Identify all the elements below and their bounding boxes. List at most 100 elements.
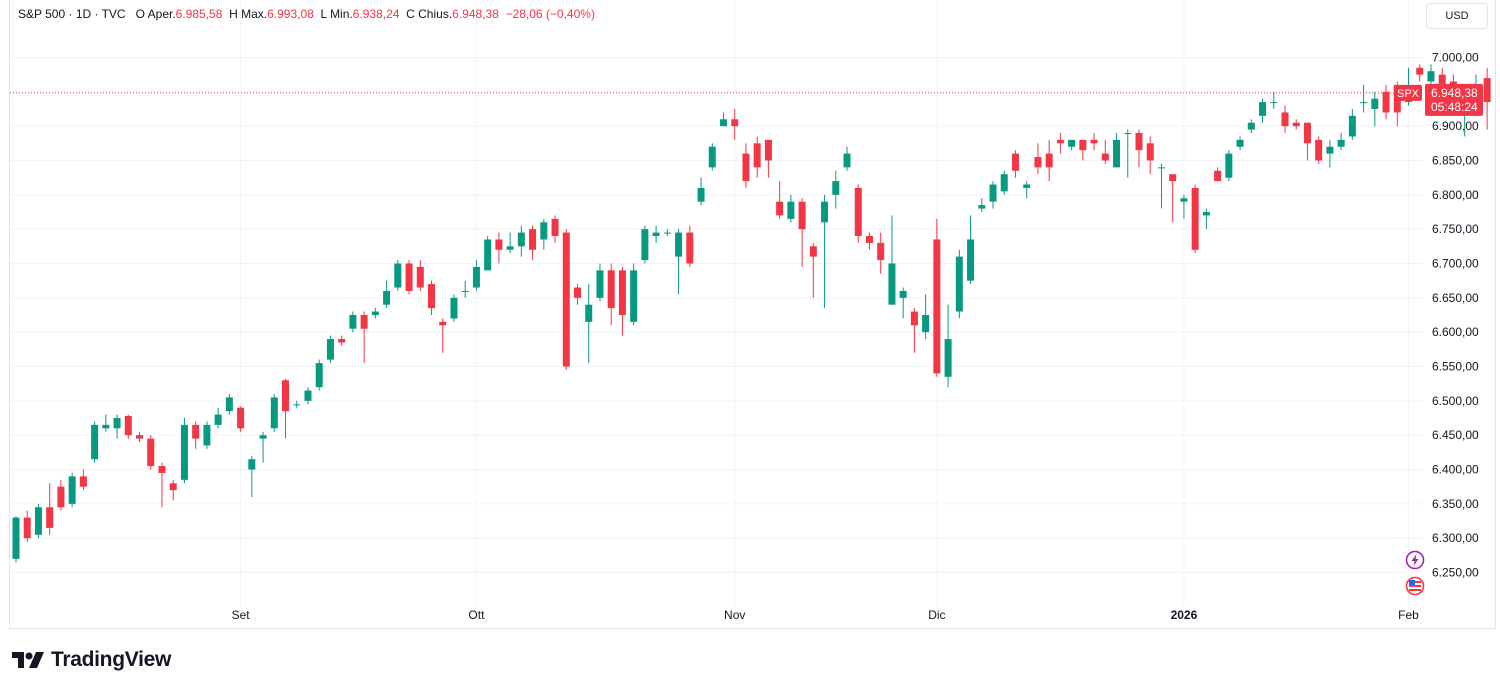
candle-down [1382, 91, 1390, 113]
candle-up [91, 424, 99, 460]
x-tick-label: 2026 [1171, 608, 1198, 622]
open-text: Aper. [147, 7, 176, 21]
candle-down [607, 270, 615, 309]
lightning-icon[interactable] [1405, 550, 1425, 570]
close-label: C [406, 7, 415, 21]
y-tick-label: 6.450,00 [1432, 428, 1479, 442]
y-tick-label: 6.300,00 [1432, 531, 1479, 545]
y-tick-label: 6.850,00 [1432, 153, 1479, 167]
candle-down [1315, 139, 1323, 161]
candle-up [315, 363, 323, 388]
tag-symbol: SPX [1397, 88, 1420, 100]
candle-down [809, 246, 817, 257]
candle-up [394, 263, 402, 288]
candle-up [652, 232, 660, 237]
x-tick-label: Feb [1398, 608, 1419, 622]
candle-up [596, 270, 604, 298]
candle-down [1090, 139, 1098, 144]
candle-up [719, 119, 727, 127]
y-tick-label: 6.350,00 [1432, 497, 1479, 511]
candle-down [1045, 153, 1053, 168]
candle-up [1259, 102, 1267, 116]
candle-down [147, 438, 155, 467]
candle-up [270, 397, 278, 429]
candle-down [1034, 157, 1042, 168]
candle-up [1371, 98, 1379, 109]
candle-up [484, 239, 492, 271]
candle-down [169, 483, 177, 491]
candle-up [259, 435, 267, 439]
x-tick-label: Nov [724, 608, 745, 622]
y-tick-label: 6.600,00 [1432, 325, 1479, 339]
currency-button[interactable]: USD [1426, 3, 1488, 29]
candle-up [34, 507, 42, 535]
candle-up [832, 181, 840, 195]
candle-down [742, 153, 750, 182]
candle-up [248, 459, 256, 470]
candle-up [944, 339, 952, 377]
candle-up [821, 201, 829, 223]
candle-down [1281, 112, 1289, 127]
candle-down [282, 380, 290, 412]
candle-up [955, 256, 963, 312]
candle-down [192, 424, 200, 439]
candle-up [641, 229, 649, 261]
last-price-tag: SPX 6.948,38 05:48:24 [1394, 83, 1483, 116]
candle-up [517, 232, 525, 247]
candle-up [304, 390, 312, 401]
tradingview-logo-icon [12, 652, 44, 668]
candle-down [1056, 139, 1064, 144]
close-text: Chius. [418, 7, 453, 21]
candle-up [1270, 102, 1278, 104]
candle-down [1135, 133, 1143, 151]
candle-down [124, 415, 132, 436]
tradingview-logo[interactable]: TradingView [12, 648, 171, 672]
low-text: Min. [330, 7, 353, 21]
candle-down [731, 119, 739, 127]
candle-up [293, 404, 301, 406]
candle-down [854, 187, 862, 237]
candle-up [899, 290, 907, 298]
x-tick-label: Set [232, 608, 251, 622]
tag-price-box [1425, 83, 1483, 116]
candle-down [764, 139, 772, 161]
candle-down [57, 486, 65, 508]
candle-down [529, 229, 537, 250]
open-value: 6.985,58 [175, 7, 223, 21]
candle-up [1113, 139, 1121, 168]
high-value: 6.993,08 [267, 7, 314, 21]
close-value: 6.948,38 [452, 7, 499, 21]
us-flag-icon[interactable] [1405, 576, 1425, 596]
candle-up [371, 311, 379, 315]
candle-up [203, 424, 211, 446]
legend-symbol[interactable]: S&P 500 · 1D · TVC [18, 7, 126, 21]
candle-up [843, 153, 851, 168]
candle-down [798, 201, 806, 230]
time-axis[interactable]: Set Ott Nov Dic 2026 Feb [232, 608, 1420, 622]
candle-up [326, 339, 334, 360]
candle-down [439, 321, 447, 326]
candle-up [113, 418, 121, 429]
candle-down [1214, 170, 1222, 182]
high-text: Max. [241, 7, 268, 21]
side-icons-svg [1405, 550, 1425, 596]
chart-side-icons [1404, 549, 1426, 604]
candle-down [237, 407, 245, 429]
chart-frame [9, 0, 1496, 629]
candle-up [180, 424, 188, 480]
tag-symbol-box [1394, 84, 1422, 101]
candle-down [1101, 153, 1109, 161]
y-tick-label: 7.000,00 [1432, 50, 1479, 64]
candle-up [12, 517, 20, 559]
candle-up [708, 146, 716, 168]
candle-up [506, 246, 514, 250]
candlestick-chart[interactable]: 6.250,00 6.300,00 6.350,00 6.400,00 6.450,00… [0, 0, 1500, 629]
candle-up [1360, 102, 1368, 104]
candle-down [865, 236, 873, 243]
candle-down [562, 232, 570, 367]
price-axis[interactable]: 6.250,00 6.300,00 6.350,00 6.400,00 6.450,00… [1432, 50, 1479, 579]
candle-down [360, 315, 368, 329]
candle-up [450, 297, 458, 319]
candle-down [428, 284, 436, 309]
candle-up [225, 397, 233, 412]
